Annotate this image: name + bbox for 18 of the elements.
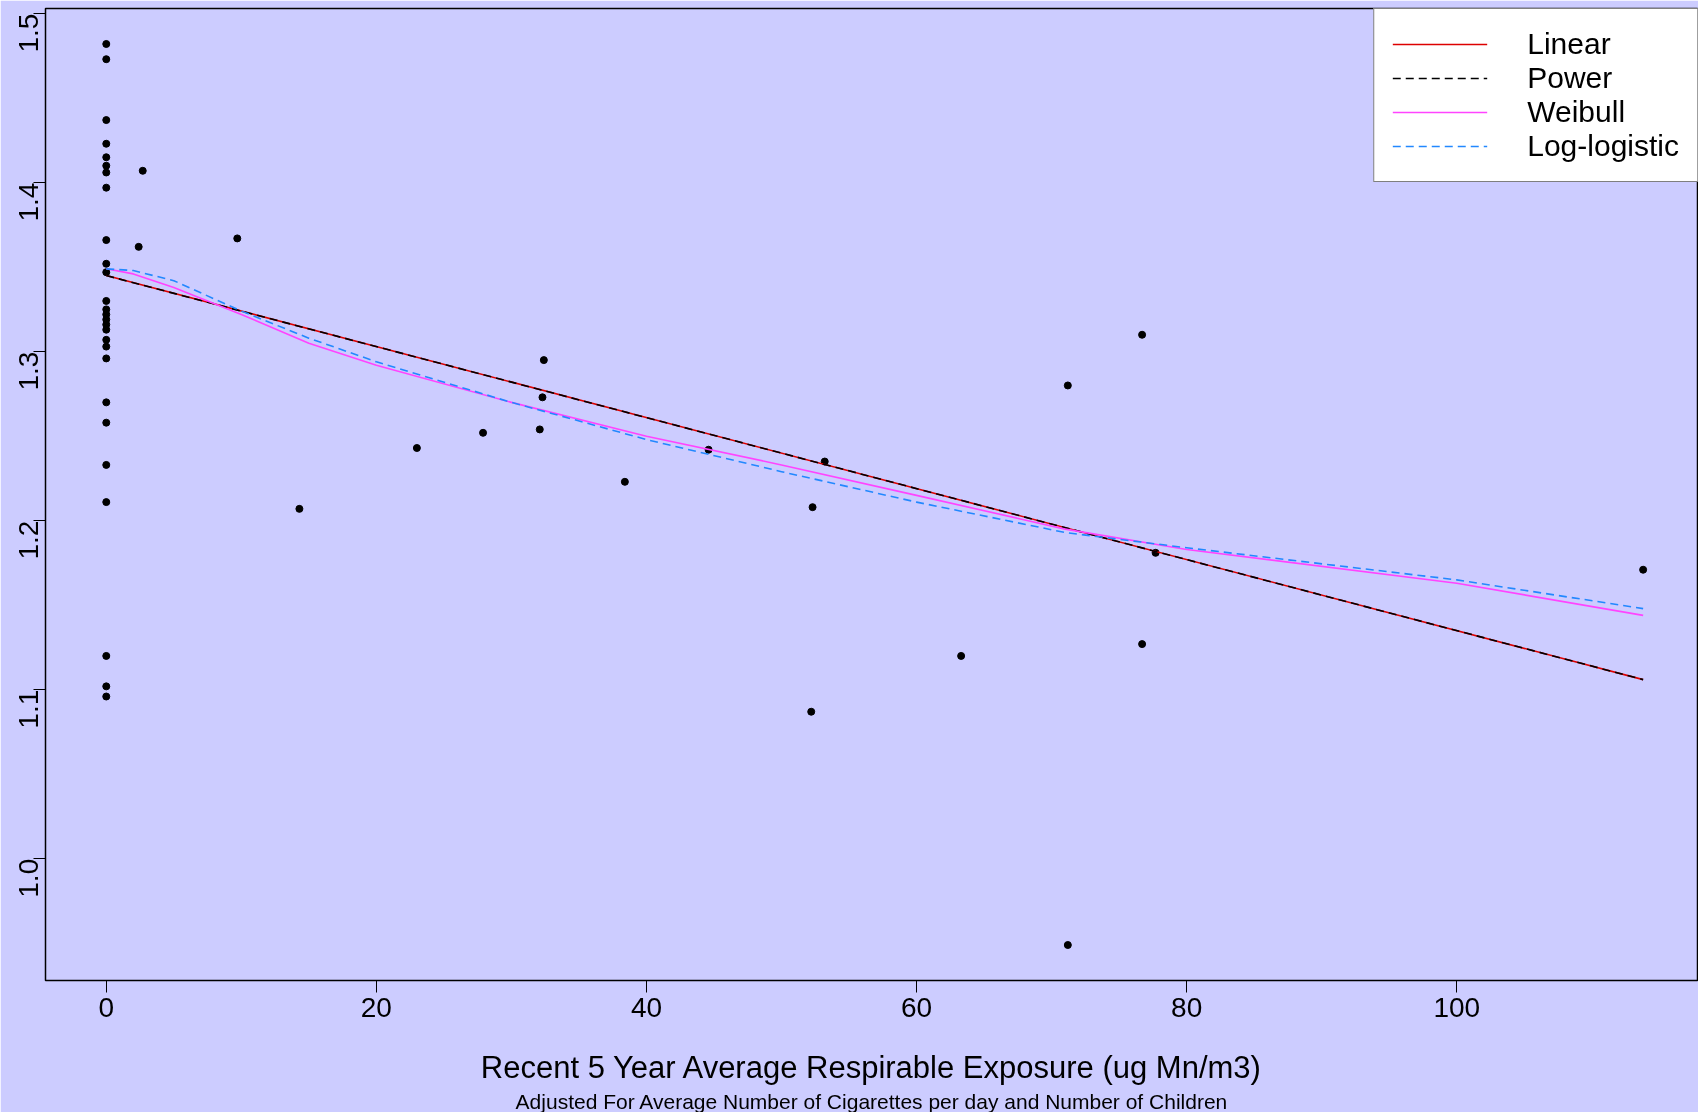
legend-label: Weibull [1527,95,1626,129]
x-tick-label: 40 [630,991,663,1023]
x-tick-label: 100 [1433,991,1481,1023]
legend-label: Power [1527,61,1613,95]
y-tick-label: 1.1 [13,689,44,729]
x-tick-label: 20 [360,991,392,1023]
legend-label: Linear [1527,27,1611,61]
y-tick-label: 1.5 [13,13,44,53]
x-tick-label: 0 [98,991,115,1023]
y-tick-label: 1.0 [13,858,44,898]
y-tick-label: 1.2 [13,520,44,560]
y-tick-label: 1.4 [13,182,44,222]
x-tick-label: 60 [900,991,933,1023]
legend-label: Log-logistic [1527,129,1679,163]
text: Adjusted For Average Number of Cigarettes per day and Number of Children [515,1089,1228,1112]
y-tick-label: 1.3 [13,351,44,391]
x-tick-label: 80 [1171,991,1203,1023]
x-axis-title: Recent 5 Year Average Respirable Exposure (ug Mn/m3) [480,1049,1261,1085]
